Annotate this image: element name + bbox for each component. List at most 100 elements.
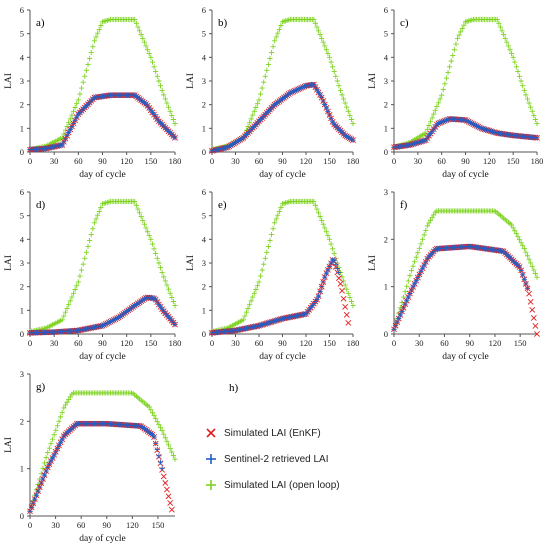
data-point (347, 294, 353, 300)
y-tick-label: 5 (384, 29, 388, 39)
x-axis-label: day of cycle (79, 351, 125, 362)
data-point (317, 92, 323, 98)
x-axis-label: day of cycle (442, 351, 488, 362)
data-point (77, 273, 83, 279)
data-point (518, 78, 524, 84)
data-point (49, 455, 56, 461)
data-point (268, 232, 275, 238)
y-tick-label: 1 (384, 123, 388, 133)
data-point (41, 472, 48, 478)
series-simulated-lai-open-loop- (209, 198, 356, 335)
data-point (337, 87, 344, 94)
data-point (319, 35, 325, 41)
data-point (149, 59, 156, 65)
x-tick-label: 30 (415, 338, 424, 348)
data-point (326, 263, 333, 270)
data-point (85, 61, 91, 68)
y-tick-label: 3 (20, 76, 24, 86)
data-point (59, 317, 65, 323)
data-point (534, 274, 540, 280)
data-point (328, 59, 334, 65)
data-point (416, 245, 423, 251)
data-point (96, 208, 102, 215)
x-tick-label: 60 (437, 156, 446, 166)
data-point (135, 206, 141, 212)
series-sentinel-2-retrieved-lai (391, 243, 531, 332)
data-point (141, 221, 147, 227)
data-point (507, 47, 513, 53)
data-point (45, 464, 51, 470)
data-point (37, 484, 43, 490)
data-point (243, 309, 250, 315)
y-axis-label: LAI (186, 73, 196, 89)
series-sentinel-2-retrieved-lai (27, 92, 178, 153)
y-tick-label: 2 (384, 234, 388, 244)
data-point (521, 246, 527, 252)
data-point (159, 87, 165, 94)
data-point (512, 228, 518, 234)
x-tick-label: 150 (323, 338, 336, 348)
legend-label: Simulated LAI (EnKF) (224, 427, 321, 439)
x-tick-label: 120 (126, 520, 139, 530)
data-point (423, 130, 429, 136)
data-point (38, 480, 44, 486)
data-point (59, 409, 65, 415)
data-point (523, 281, 529, 287)
data-point (56, 418, 62, 424)
data-point (510, 225, 516, 231)
data-point (528, 104, 534, 110)
series-simulated-lai-open-loop- (27, 16, 178, 153)
legend: Simulated LAI (EnKF) Sentinel-2 retrieve… (202, 420, 402, 498)
x-tick-label: 180 (347, 156, 360, 166)
data-point (408, 268, 415, 274)
data-point (164, 282, 170, 288)
series-simulated-lai-open-loop- (27, 390, 178, 514)
data-point (153, 68, 159, 75)
data-point (516, 264, 523, 270)
data-point (317, 214, 323, 220)
data-point (513, 231, 519, 237)
data-point (431, 111, 437, 117)
data-point (273, 216, 279, 222)
data-point (325, 232, 331, 239)
data-point (93, 34, 99, 40)
data-point (521, 276, 527, 282)
data-point (93, 216, 99, 222)
panel-g: 0 30 60 90 120 150 0 1 2 3 day of cycle LAI g) (4, 369, 178, 544)
data-point (440, 86, 446, 93)
data-point (333, 73, 339, 79)
data-point (80, 79, 86, 85)
x-tick-label: 90 (98, 338, 107, 348)
data-point (259, 267, 265, 273)
data-point (418, 241, 424, 247)
x-tick-label: 90 (278, 156, 287, 166)
data-point (413, 278, 419, 284)
data-point (133, 202, 139, 208)
x-tick-label: 120 (300, 338, 313, 348)
x-tick-label: 60 (74, 156, 83, 166)
data-point (319, 217, 325, 223)
data-point (348, 298, 355, 305)
data-point (160, 473, 167, 480)
data-point (342, 100, 348, 106)
y-tick-label: 6 (384, 5, 388, 15)
data-point (312, 202, 318, 208)
data-point (275, 212, 281, 218)
panel-label: a) (36, 17, 45, 29)
data-point (413, 254, 419, 260)
data-point (83, 67, 89, 73)
data-point (341, 96, 347, 102)
x-tick-label: 30 (414, 156, 423, 166)
x-marker-icon (202, 427, 222, 439)
data-point (325, 108, 331, 115)
data-point (418, 268, 424, 274)
data-point (520, 243, 526, 249)
data-point (323, 229, 329, 235)
data-point (66, 302, 72, 308)
data-point (161, 92, 167, 98)
y-tick-label: 3 (384, 187, 388, 197)
legend-item-sentinel: Sentinel-2 retrieved LAI (202, 446, 402, 472)
data-point (407, 273, 413, 279)
data-point (74, 101, 80, 107)
data-point (256, 97, 262, 103)
